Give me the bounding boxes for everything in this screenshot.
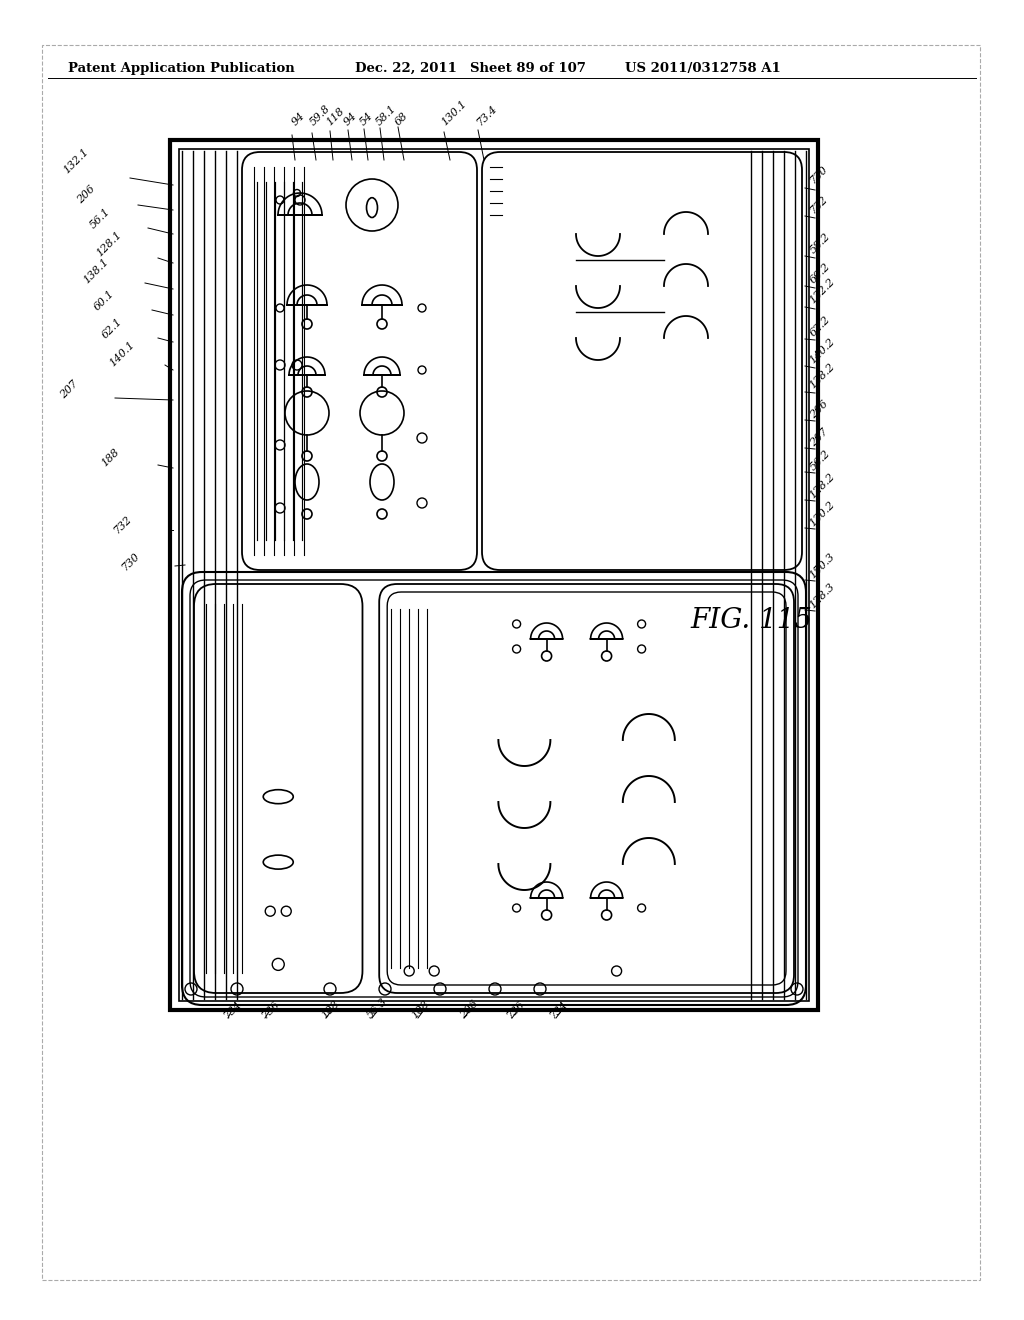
Text: 188: 188 bbox=[100, 446, 122, 469]
Text: 736: 736 bbox=[260, 998, 282, 1020]
Text: 130.2: 130.2 bbox=[808, 499, 837, 528]
Text: 130.1: 130.1 bbox=[440, 98, 469, 127]
Text: 150.3: 150.3 bbox=[808, 550, 837, 579]
Bar bbox=[179, 149, 809, 1001]
Text: 736: 736 bbox=[505, 998, 526, 1020]
Text: 132.1: 132.1 bbox=[62, 147, 91, 176]
Text: 734: 734 bbox=[222, 998, 244, 1020]
Text: Sheet 89 of 107: Sheet 89 of 107 bbox=[470, 62, 586, 75]
Text: 60.2: 60.2 bbox=[808, 261, 833, 285]
Text: 206: 206 bbox=[808, 399, 829, 420]
Text: 54: 54 bbox=[358, 110, 375, 127]
Text: 108: 108 bbox=[410, 998, 432, 1020]
Text: US 2011/0312758 A1: US 2011/0312758 A1 bbox=[625, 62, 780, 75]
Text: 732: 732 bbox=[112, 513, 134, 535]
Text: 73.4: 73.4 bbox=[475, 103, 499, 127]
Text: 58.1: 58.1 bbox=[374, 103, 398, 127]
Text: 140.2: 140.2 bbox=[808, 337, 837, 366]
Text: 94: 94 bbox=[290, 110, 307, 127]
Text: 206: 206 bbox=[75, 183, 96, 205]
Text: 94: 94 bbox=[342, 110, 358, 127]
Text: 734: 734 bbox=[548, 998, 569, 1020]
Text: 138.1: 138.1 bbox=[82, 256, 111, 285]
Text: 128.1: 128.1 bbox=[95, 228, 124, 257]
Text: 56.3: 56.3 bbox=[365, 995, 389, 1020]
Text: 207: 207 bbox=[58, 379, 80, 400]
Text: 730: 730 bbox=[120, 550, 141, 572]
Text: Dec. 22, 2011: Dec. 22, 2011 bbox=[355, 62, 457, 75]
Text: 62.2: 62.2 bbox=[808, 314, 833, 338]
Text: 56.1: 56.1 bbox=[88, 206, 113, 230]
Text: 56.2: 56.2 bbox=[808, 447, 833, 473]
Text: 58.2: 58.2 bbox=[808, 231, 833, 255]
Text: 68: 68 bbox=[393, 110, 410, 127]
Text: 118: 118 bbox=[325, 106, 347, 127]
Text: 140.1: 140.1 bbox=[108, 339, 137, 368]
Text: 128.3: 128.3 bbox=[808, 581, 837, 610]
Text: 62.1: 62.1 bbox=[100, 315, 124, 341]
Text: 207: 207 bbox=[808, 426, 829, 447]
Text: 128.2: 128.2 bbox=[808, 471, 837, 500]
Text: 732: 732 bbox=[808, 193, 829, 215]
Text: 138.2: 138.2 bbox=[808, 360, 837, 389]
Text: 206: 206 bbox=[458, 998, 479, 1020]
Text: Patent Application Publication: Patent Application Publication bbox=[68, 62, 295, 75]
Text: 730: 730 bbox=[808, 164, 829, 185]
Text: 132.2: 132.2 bbox=[808, 276, 837, 305]
Text: FIG. 115: FIG. 115 bbox=[690, 606, 812, 634]
Text: 60.1: 60.1 bbox=[92, 288, 116, 312]
Text: 59.8: 59.8 bbox=[308, 103, 332, 127]
Bar bbox=[170, 140, 818, 1010]
Text: 108: 108 bbox=[319, 998, 342, 1020]
